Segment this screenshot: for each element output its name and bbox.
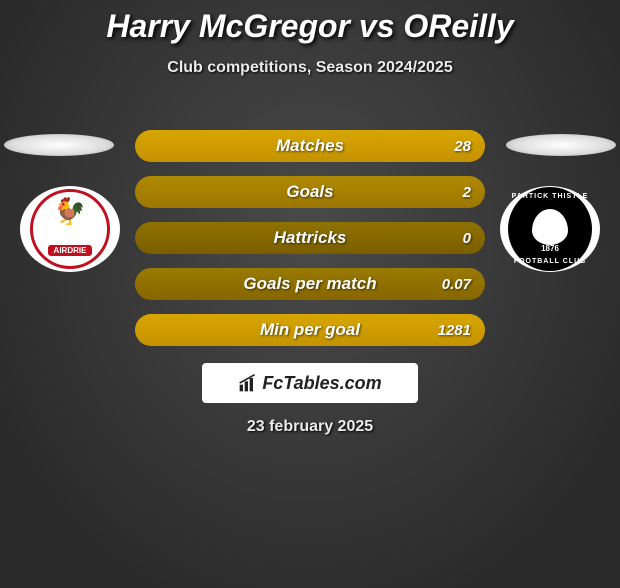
stat-value: 0.07 [442, 276, 471, 293]
page-title: Harry McGregor vs OReilly [0, 8, 620, 45]
stat-row: Min per goal 1281 [135, 314, 485, 346]
stat-value: 28 [454, 138, 471, 155]
shadow-ellipse-left [4, 134, 114, 156]
stat-value: 2 [463, 184, 471, 201]
subtitle: Club competitions, Season 2024/2025 [0, 59, 620, 77]
chart-icon [238, 373, 258, 393]
team-badge-left: AIRDRIE [20, 186, 120, 272]
stat-value: 0 [463, 230, 471, 247]
stat-label: Matches [276, 136, 344, 156]
stat-row: Goals 2 [135, 176, 485, 208]
stat-value: 1281 [438, 322, 471, 339]
stat-row: Goals per match 0.07 [135, 268, 485, 300]
team-right-bottom-text: FOOTBALL CLUB [514, 258, 586, 265]
team-badge-right: PARTICK THISTLE 1876 FOOTBALL CLUB [500, 186, 600, 272]
date-text: 23 february 2025 [0, 418, 620, 436]
brand-text: FcTables.com [262, 373, 381, 394]
stats-panel: Matches 28 Goals 2 Hattricks 0 Goals per match… [135, 130, 485, 360]
team-right-top-text: PARTICK THISTLE [512, 193, 589, 200]
shadow-ellipse-right [506, 134, 616, 156]
stat-row: Matches 28 [135, 130, 485, 162]
team-right-year: 1876 [541, 244, 559, 253]
stat-label: Hattricks [274, 228, 347, 248]
stat-label: Goals [286, 182, 333, 202]
stat-label: Min per goal [260, 320, 360, 340]
team-left-banner: AIRDRIE [48, 245, 93, 256]
stat-label: Goals per match [243, 274, 376, 294]
brand-logo[interactable]: FcTables.com [202, 363, 418, 403]
stat-row: Hattricks 0 [135, 222, 485, 254]
